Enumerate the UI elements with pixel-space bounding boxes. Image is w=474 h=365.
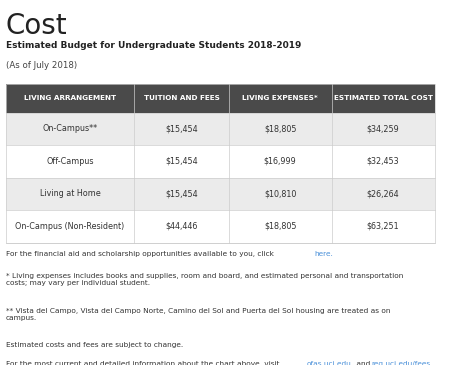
Text: ESTIMATED TOTAL COST: ESTIMATED TOTAL COST bbox=[334, 95, 433, 101]
Text: and: and bbox=[354, 361, 372, 365]
Text: $15,454: $15,454 bbox=[165, 157, 198, 166]
Text: $34,259: $34,259 bbox=[367, 124, 400, 133]
Text: LIVING ARRANGEMENT: LIVING ARRANGEMENT bbox=[24, 95, 116, 101]
Text: reg.uci.edu/fees.: reg.uci.edu/fees. bbox=[371, 361, 433, 365]
Text: $26,264: $26,264 bbox=[367, 189, 400, 198]
Text: * Living expenses includes books and supplies, room and board, and estimated per: * Living expenses includes books and sup… bbox=[6, 273, 403, 287]
Text: For the most current and detailed information about the chart above, visit: For the most current and detailed inform… bbox=[6, 361, 282, 365]
Text: $44,446: $44,446 bbox=[165, 222, 198, 231]
Text: $18,805: $18,805 bbox=[264, 124, 296, 133]
Text: $15,454: $15,454 bbox=[165, 124, 198, 133]
Text: Cost: Cost bbox=[6, 12, 67, 40]
Text: $15,454: $15,454 bbox=[165, 189, 198, 198]
Text: On-Campus (Non-Resident): On-Campus (Non-Resident) bbox=[16, 222, 125, 231]
Text: ** Vista del Campo, Vista del Campo Norte, Camino del Sol and Puerta del Sol hou: ** Vista del Campo, Vista del Campo Nort… bbox=[6, 308, 390, 320]
FancyBboxPatch shape bbox=[6, 210, 435, 243]
Text: $16,999: $16,999 bbox=[264, 157, 297, 166]
Text: $18,805: $18,805 bbox=[264, 222, 296, 231]
Text: For the financial aid and scholarship opportunities available to you, click: For the financial aid and scholarship op… bbox=[6, 251, 276, 257]
FancyBboxPatch shape bbox=[6, 84, 435, 112]
FancyBboxPatch shape bbox=[6, 178, 435, 210]
Text: $63,251: $63,251 bbox=[367, 222, 400, 231]
Text: Estimated costs and fees are subject to change.: Estimated costs and fees are subject to … bbox=[6, 342, 183, 348]
Text: (As of July 2018): (As of July 2018) bbox=[6, 61, 77, 70]
Text: Estimated Budget for Undergraduate Students 2018-2019: Estimated Budget for Undergraduate Stude… bbox=[6, 41, 301, 50]
Text: $10,810: $10,810 bbox=[264, 189, 296, 198]
Text: Off-Campus: Off-Campus bbox=[46, 157, 94, 166]
Text: LIVING EXPENSES*: LIVING EXPENSES* bbox=[242, 95, 318, 101]
Text: Living at Home: Living at Home bbox=[40, 189, 100, 198]
FancyBboxPatch shape bbox=[6, 145, 435, 178]
Text: On-Campus**: On-Campus** bbox=[43, 124, 98, 133]
FancyBboxPatch shape bbox=[6, 112, 435, 145]
Text: $32,453: $32,453 bbox=[367, 157, 400, 166]
Text: TUITION AND FEES: TUITION AND FEES bbox=[144, 95, 219, 101]
Text: ofas.uci.edu: ofas.uci.edu bbox=[307, 361, 352, 365]
Text: here.: here. bbox=[314, 251, 333, 257]
